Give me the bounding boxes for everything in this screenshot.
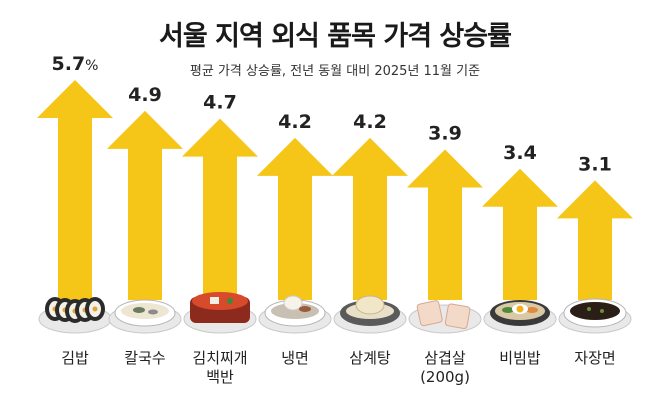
gimbap-icon	[38, 297, 112, 334]
arrow-bar	[557, 180, 633, 300]
chart-subtitle: 평균 가격 상승률, 전년 동월 대비 2025년 11월 기준	[189, 64, 481, 79]
bar-4: 4.2 냉면	[257, 111, 333, 367]
bar-7: 3.4 비빔밥	[482, 142, 558, 367]
value-label: 3.1	[578, 153, 612, 175]
naengmyeon-icon	[258, 295, 332, 334]
arrow-bar	[257, 137, 333, 300]
value-label: 3.4	[503, 142, 537, 164]
category-label: 냉면	[281, 349, 309, 367]
value-label: 4.2	[278, 111, 312, 133]
category-label: 칼국수	[124, 349, 165, 367]
arrow-bar	[482, 168, 558, 300]
bar-6: 3.9 삼겹살(200g)	[407, 122, 483, 386]
jajangmyeon-icon	[558, 298, 632, 334]
category-label: 백반	[206, 368, 234, 386]
category-label: 자장면	[574, 349, 615, 367]
bar-8: 3.1 자장면	[557, 153, 633, 367]
arrow-bar	[37, 79, 113, 300]
value-label: 4.9	[128, 84, 162, 106]
chart-title: 서울 지역 외식 품목 가격 상승률	[159, 21, 512, 52]
category-label: 김치찌개	[192, 349, 247, 367]
arrow-bar	[182, 118, 258, 300]
bar-5: 4.2 삼계탕	[332, 111, 408, 367]
value-unit: %	[85, 58, 98, 74]
value-label: 4.7	[203, 92, 237, 114]
kimchi-jjigae-icon	[183, 292, 257, 334]
kalguksu-icon	[108, 299, 182, 334]
samgyetang-icon	[333, 295, 407, 334]
category-label: (200g)	[420, 368, 470, 386]
category-label: 삼계탕	[349, 349, 391, 367]
value-label: 4.2	[353, 111, 387, 133]
value-label: 3.9	[428, 122, 462, 144]
bibimbap-icon	[483, 300, 557, 334]
arrow-bar	[407, 149, 483, 300]
value-label: 5.7%	[52, 53, 99, 75]
category-label: 김밥	[61, 349, 89, 367]
bar-2: 4.9 칼국수	[107, 84, 183, 367]
category-label: 비빔밥	[499, 349, 541, 367]
bar-1: 5.7% 김밥	[37, 53, 113, 367]
arrow-bar	[107, 110, 183, 300]
category-label: 삼겹살	[424, 349, 466, 367]
samgyeopsal-icon	[408, 300, 482, 334]
arrow-bar	[332, 137, 408, 300]
